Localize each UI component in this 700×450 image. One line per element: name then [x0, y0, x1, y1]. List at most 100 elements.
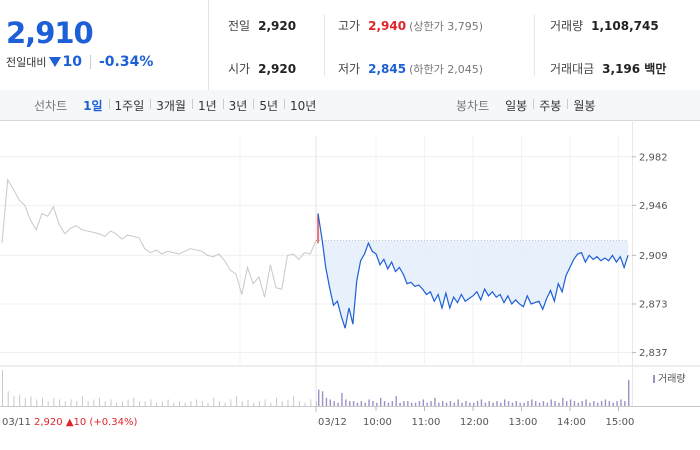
- volume-bar: [589, 402, 591, 406]
- volume-bar: [53, 397, 55, 406]
- volume-bar: [2, 370, 3, 406]
- prev-day-line: [1, 178, 317, 298]
- volume-bar: [531, 399, 533, 406]
- volume-bar: [337, 402, 339, 406]
- volume-bar: [604, 399, 607, 406]
- volume-bar: [449, 401, 452, 406]
- stat-low: 저가 2,845 (하한가 2,045): [338, 60, 483, 77]
- volume-legend-label: 거래량: [658, 373, 686, 385]
- lower-limit: (하한가 2,045): [409, 63, 483, 76]
- change-label: 전일대비: [6, 56, 47, 69]
- volume-bar: [445, 402, 448, 406]
- y-tick-label: 2,909: [639, 251, 668, 262]
- volume-bar: [356, 402, 359, 406]
- x-tick-label: 03/12: [318, 417, 347, 428]
- volume-bar: [161, 401, 163, 406]
- upper-limit: (상한가 3,795): [409, 20, 483, 33]
- volume-bar: [281, 401, 283, 406]
- volume-bar: [573, 401, 576, 406]
- change-percent: -0.34%: [98, 54, 154, 70]
- volume-bar: [47, 401, 49, 406]
- volume-bar: [476, 401, 479, 406]
- up-triangle-icon: ▲: [66, 417, 74, 428]
- volume-bar: [500, 402, 502, 406]
- volume-bar: [19, 394, 21, 406]
- volume-bar: [190, 401, 192, 406]
- volume-bar: [538, 402, 541, 406]
- prev-day-summary: 2,920 ▲10 (+0.34%): [34, 417, 137, 428]
- stat-label: 전일: [228, 19, 251, 33]
- line-chart-tabs: 선차트 1일 1주일 3개월 1년 3년 5년 10년: [34, 90, 322, 120]
- today-area-fill: [318, 213, 628, 329]
- volume-bar: [620, 399, 622, 406]
- volume-bar: [287, 399, 289, 406]
- tab-weekly[interactable]: 주봉: [533, 97, 567, 114]
- volume-bar: [457, 399, 459, 406]
- volume-bar: [116, 402, 118, 406]
- tab-monthly[interactable]: 월봉: [567, 97, 601, 114]
- volume-bar: [13, 396, 15, 406]
- volume-bar: [372, 401, 374, 406]
- volume-bar: [304, 402, 306, 406]
- volume-bar: [87, 401, 89, 406]
- volume-bar: [333, 401, 335, 406]
- today-price-line: [317, 213, 629, 329]
- volume-bar: [527, 401, 529, 406]
- volume-bar: [414, 402, 417, 406]
- tab-3month[interactable]: 3개월: [150, 97, 192, 114]
- volume-bar: [535, 401, 537, 406]
- volume-bar: [558, 402, 560, 406]
- volume-bar: [196, 399, 198, 406]
- volume-bar: [329, 399, 332, 406]
- volume-bar: [624, 401, 626, 406]
- volume-bar: [133, 397, 135, 406]
- volume-bar: [473, 402, 475, 406]
- volume-bar: [612, 402, 614, 406]
- volume-bar: [407, 401, 409, 406]
- stat-amount: 거래대금 3,196 백만: [550, 60, 666, 77]
- tab-5year[interactable]: 5년: [253, 97, 284, 114]
- volume-bar: [492, 402, 494, 406]
- volume-bar: [418, 401, 421, 406]
- tab-3year[interactable]: 3년: [222, 97, 254, 114]
- volume-bar: [403, 401, 405, 406]
- volume-bar: [569, 399, 572, 406]
- volume-bar: [442, 401, 444, 406]
- tab-1day[interactable]: 1일: [83, 98, 103, 113]
- volume-bar: [376, 402, 378, 406]
- volume-bar: [608, 401, 611, 406]
- volume-bar: [139, 401, 141, 406]
- stat-label: 거래량: [550, 19, 584, 33]
- volume-bar: [298, 401, 300, 406]
- volume-bar: [387, 402, 390, 406]
- volume-bar: [30, 396, 32, 406]
- tab-1year[interactable]: 1년: [191, 97, 223, 114]
- price-change: 전일대비 10 -0.34%: [6, 54, 153, 70]
- volume-bar: [496, 401, 498, 406]
- volume-bar: [150, 399, 152, 406]
- line-chart-label: 선차트: [34, 98, 68, 113]
- volume-bar: [127, 399, 129, 406]
- x-tick-label: 15:00: [606, 417, 635, 428]
- volume-bar: [523, 402, 525, 406]
- volume-bar: [480, 399, 483, 406]
- volume-bar: [364, 402, 366, 406]
- volume-bar: [264, 399, 266, 406]
- y-tick-label: 2,982: [639, 152, 668, 163]
- volume-bar: [247, 399, 249, 406]
- tab-daily[interactable]: 일봉: [505, 98, 528, 113]
- x-tick-label: 03/11: [2, 417, 31, 428]
- volume-bar: [411, 402, 413, 406]
- stat-value: 2,845: [368, 62, 407, 76]
- stat-label: 저가: [338, 62, 361, 76]
- tab-1week[interactable]: 1주일: [108, 97, 151, 114]
- volume-bar: [585, 399, 587, 406]
- volume-bar: [144, 401, 146, 406]
- volume-bar: [628, 379, 630, 406]
- volume-bar: [24, 397, 26, 406]
- volume-bar: [581, 401, 583, 406]
- volume-bar: [310, 399, 312, 406]
- tab-10year[interactable]: 10년: [284, 97, 322, 114]
- volume-bar: [70, 399, 72, 406]
- stat-high: 고가 2,940 (상한가 3,795): [338, 17, 483, 34]
